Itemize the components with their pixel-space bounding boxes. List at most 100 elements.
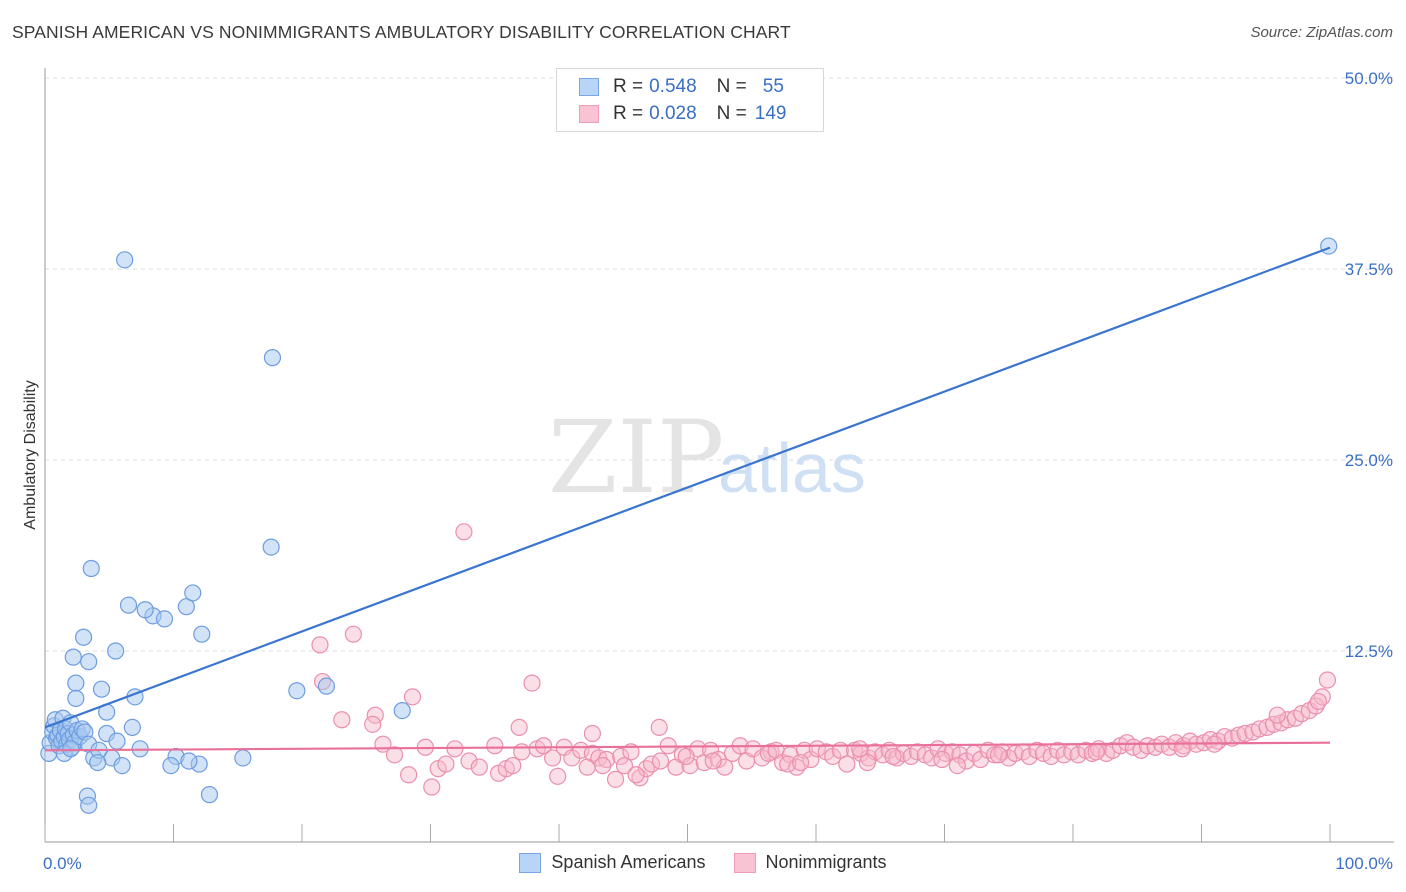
nonimmigrants-point	[1318, 671, 1337, 689]
nonimmigrants-point	[642, 755, 661, 773]
spanish-americans-points	[40, 237, 1338, 814]
nonimmigrants-point	[933, 750, 951, 769]
spanish-americans-point	[263, 349, 282, 367]
trend-lines	[44, 246, 1331, 752]
legend-r-label: R =	[613, 76, 644, 97]
nonimmigrants-point	[651, 752, 670, 770]
x-tick-label-max: 100.0%	[1335, 854, 1393, 873]
spanish-americans-point	[107, 642, 125, 660]
series-swatch-pink	[733, 852, 756, 873]
nonimmigrants-point	[884, 747, 902, 766]
nonimmigrants-point	[627, 766, 645, 784]
nonimmigrants-point	[460, 752, 478, 770]
nonimmigrants-point	[423, 778, 441, 796]
nonimmigrants-point	[549, 767, 567, 785]
nonimmigrants-point	[455, 523, 473, 541]
nonimmigrants-point	[951, 746, 969, 764]
chart-title: SPANISH AMERICAN VS NONIMMIGRANTS AMBULA…	[12, 22, 791, 42]
nonimmigrants-point	[1268, 706, 1286, 724]
nonimmigrants-point	[385, 746, 404, 764]
nonimmigrants-point	[704, 752, 722, 770]
nonimmigrants-point	[523, 674, 541, 692]
spanish-americans-point	[67, 674, 85, 692]
nonimmigrants-point	[510, 718, 528, 737]
spanish-americans-point	[113, 756, 131, 775]
nonimmigrants-point	[364, 715, 382, 733]
nonimmigrants-point	[486, 737, 504, 755]
nonimmigrants-point	[403, 688, 422, 706]
nonimmigrants-point	[513, 743, 531, 761]
spanish-americans-point	[62, 740, 80, 758]
legend-n-label: N =	[716, 103, 747, 124]
spanish-americans-point	[1320, 237, 1338, 255]
nonimmigrants-point	[802, 750, 820, 769]
spanish-americans-point	[200, 786, 219, 804]
spanish-americans-point	[317, 677, 336, 695]
nonimmigrants-point	[650, 718, 668, 737]
y-axis-label: Ambulatory Disability	[22, 380, 39, 529]
nonimmigrants-point	[504, 756, 522, 775]
nonimmigrants-point	[637, 760, 655, 778]
spanish-americans-point	[177, 598, 195, 616]
nonimmigrants-point	[311, 636, 329, 654]
series-legend-nonimmigrants: Nonimmigrants	[733, 852, 887, 873]
nonimmigrants-point	[1173, 740, 1191, 758]
series-label: Spanish Americans	[551, 852, 706, 872]
spanish-americans-point	[393, 701, 411, 720]
nonimmigrants-point	[470, 758, 488, 776]
series-legend-spanish-americans: Spanish Americans	[519, 852, 706, 873]
nonimmigrants-point	[744, 740, 762, 758]
source-credit: Source: ZipAtlas.com	[1250, 24, 1393, 41]
legend-row-spanish-americans: R = 0.548 N = 55	[579, 74, 784, 100]
nonimmigrants-point	[851, 740, 869, 758]
y-tick-label: 50.0%	[1345, 69, 1393, 88]
spanish-americans-point	[184, 584, 202, 602]
nonimmigrants-point	[543, 749, 562, 767]
nonimmigrants-point	[779, 755, 797, 773]
series-label: Nonimmigrants	[765, 852, 887, 872]
legend-n-value: 55	[762, 76, 784, 97]
nonimmigrants-point	[534, 737, 553, 755]
legend-row-nonimmigrants: R = 0.028 N = 149	[579, 101, 786, 127]
spanish-americans-point	[82, 559, 100, 578]
spanish-americans-point	[108, 732, 126, 750]
y-tick-label: 25.0%	[1345, 451, 1393, 470]
legend-n-label: N =	[716, 76, 747, 97]
legend-r-value: 0.548	[649, 76, 697, 97]
spanish-americans-point	[123, 718, 141, 737]
spanish-americans-point	[80, 796, 98, 814]
nonimmigrants-point	[333, 711, 351, 729]
nonimmigrants-point	[400, 766, 418, 784]
spanish-americans-point	[119, 596, 138, 614]
spanish-americans-point	[162, 756, 180, 775]
y-tick-label: 12.5%	[1345, 642, 1393, 661]
stats-legend: R = 0.548 N = 55 R = 0.028 N = 149	[556, 68, 824, 132]
spanish-americans-point	[64, 648, 82, 666]
nonimmigrants-point	[615, 756, 634, 775]
nonimmigrants-point	[948, 756, 966, 775]
y-tick-label: 37.5%	[1345, 260, 1393, 279]
watermark-zip: ZIP	[548, 399, 724, 516]
spanish-americans-point	[80, 653, 98, 671]
legend-r-label: R =	[613, 103, 644, 124]
nonimmigrants-point	[612, 747, 630, 766]
spanish-americans-point	[92, 680, 111, 698]
spanish-americans-point	[74, 628, 93, 646]
spanish-americans-point	[288, 682, 306, 700]
legend-r-value: 0.028	[649, 103, 697, 124]
legend-n-value: 149	[754, 103, 787, 124]
nonimmigrants-trend-line	[44, 741, 1331, 752]
nonimmigrants-point	[677, 747, 695, 766]
nonimmigrants-point	[344, 625, 362, 643]
nonimmigrants-point	[1042, 747, 1060, 766]
nonimmigrants-point	[681, 756, 699, 775]
spanish-americans-point	[155, 610, 174, 628]
nonimmigrants-point	[437, 755, 455, 773]
nonimmigrants-point	[858, 753, 877, 772]
spanish-americans-trend-line	[44, 246, 1331, 729]
spanish-americans-point	[234, 749, 252, 767]
nonimmigrants-point	[606, 770, 625, 788]
axes	[44, 68, 1394, 843]
grid-lines	[45, 77, 1394, 652]
legend-swatch-pink	[579, 105, 599, 123]
